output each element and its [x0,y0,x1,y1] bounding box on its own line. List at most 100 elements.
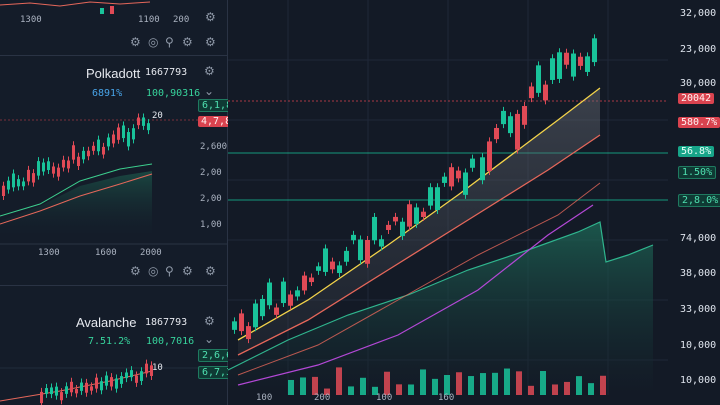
candle [85,382,88,393]
change-percent: 7.51.2% [88,336,131,347]
gear-icon[interactable]: ⚙ [182,264,193,278]
polkadot-panel[interactable]: Polkadott 1667793 ⚙ 6891% 100,90316 ⌄ 6,… [0,56,243,286]
candle [72,145,75,160]
candle [70,381,73,393]
main-chart-area[interactable]: 32,000 23,000 30,000 20042 580.7% 56.8% … [228,0,720,405]
gear-icon[interactable]: ⚙ [205,10,216,24]
candle [309,277,314,283]
candle [358,239,363,261]
x-tick: 2000 [140,248,162,258]
candle [47,161,50,170]
candle [365,240,370,264]
candle [140,371,143,381]
candle [37,161,40,176]
candle [592,38,597,63]
candle [323,248,328,272]
candle [55,386,58,396]
top-mini-chart [0,1,151,14]
candle [17,179,20,187]
volume-bar [468,376,474,395]
y-tick: 10,000 [680,375,717,386]
price-tag: 56.8% [678,146,715,157]
y-tick: 23,000 [680,44,717,55]
volume-bar [564,381,570,395]
candle [494,127,499,140]
volume-bar [384,371,390,395]
candle [97,139,100,152]
volume-bar [528,385,534,395]
candle [393,216,398,222]
x-tick: 160 [438,393,455,403]
avalanche-panel[interactable]: Avalanche 1867793 ⚙ 7.51.2% 100,7016 ⌄ 2… [0,286,243,405]
gear-icon[interactable]: ⚙ [130,264,141,278]
candle [295,290,300,297]
volume-bar [396,384,402,395]
volume-bar [540,371,546,395]
candle [115,378,118,389]
candle [246,326,251,340]
gear-icon[interactable]: ⚙ [182,35,193,49]
pin-icon[interactable]: ⚲ [165,35,174,49]
candle [578,56,583,66]
y-tick: 33,000 [680,304,717,315]
candle [80,382,83,391]
candle [529,86,534,99]
settings-icon[interactable]: ⚙ [205,264,216,278]
pin-icon[interactable]: ⚲ [165,264,174,278]
candle [557,52,562,79]
main-price-chart[interactable] [228,0,720,405]
settings-icon[interactable]: ⚙ [205,35,216,49]
candle [125,372,128,379]
volume-bar [408,384,414,395]
candle [435,187,440,210]
candle [40,391,43,404]
candle [150,365,153,376]
price-tag: 580.7% [678,117,720,128]
candle [274,307,279,315]
candle [316,266,321,271]
candle [117,127,120,140]
volume-bar [492,372,498,395]
candle [239,313,244,332]
volume-bar [360,377,366,395]
candle [87,150,90,157]
candle [585,56,590,72]
candle [52,166,55,174]
candle [7,180,10,190]
asset-title: Polkadott [86,66,141,81]
volume-bar [432,378,438,395]
change-value: 100,7016 [146,336,195,347]
chevron-down-icon[interactable]: ⌄ [204,332,215,346]
volume-bar [336,367,342,395]
candle [45,388,48,394]
settings-icon[interactable]: ⚙ [204,314,215,328]
volume-bar [456,372,462,395]
top-mini-panel[interactable]: 1300 1100 200 ⚙ ⚙ ◎ ⚲ ⚙ ⚙ [0,0,228,56]
candle [400,221,405,237]
candle [12,173,15,188]
settings-icon[interactable]: ⚙ [204,64,215,78]
candle [536,65,541,93]
settings-icon[interactable]: ◎ [148,35,159,49]
avalanche-chart [0,359,228,405]
candle [379,239,384,247]
candle [62,159,65,168]
asset-title: Avalanche [76,315,137,330]
y-tick: 74,000 [680,233,717,244]
candle [100,381,103,391]
candle [421,211,426,218]
y-tick: 1,00 [200,220,222,230]
volume-bar [324,388,330,395]
chevron-down-icon[interactable]: ⌄ [204,84,215,98]
candle [501,110,506,125]
change-percent: 6891% [92,88,123,99]
gear-icon[interactable]: ⚙ [130,35,141,49]
settings-icon[interactable]: ◎ [148,264,159,278]
candle [344,250,349,262]
candle [142,117,145,126]
candle [281,281,286,304]
candle [95,377,98,389]
volume-bar [588,383,594,395]
y-tick: 2,00 [200,194,222,204]
volume-bar [480,373,486,395]
